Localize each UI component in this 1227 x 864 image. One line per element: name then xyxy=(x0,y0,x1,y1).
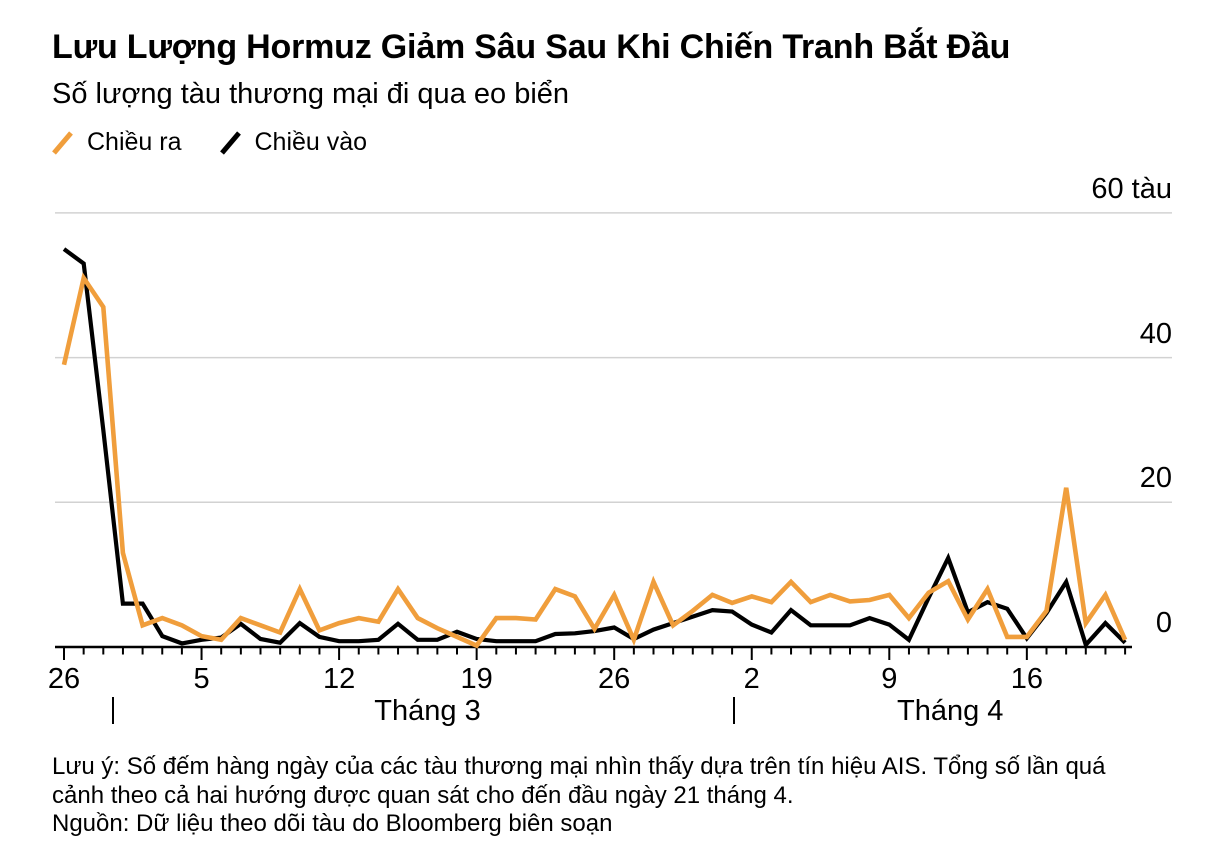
x-tick-label: 2 xyxy=(743,663,760,695)
month-separator xyxy=(733,697,736,724)
month-label: Tháng 4 xyxy=(896,695,1004,727)
page-title: Lưu Lượng Hormuz Giảm Sâu Sau Khi Chiến … xyxy=(52,28,1011,66)
month-separator xyxy=(112,697,115,724)
x-tick-label: 26 xyxy=(47,663,81,695)
y-axis-label: 60 tàu xyxy=(1091,172,1172,205)
x-tick-label: 19 xyxy=(460,663,493,695)
footnote-source: Nguồn: Dữ liệu theo dõi tàu do Bloomberg… xyxy=(52,810,613,837)
x-tick-label: 5 xyxy=(193,663,210,695)
legend-slash-icon-inbound xyxy=(219,130,241,155)
legend-slash-icon-outbound xyxy=(52,130,73,155)
legend-item-outbound: Chiều ra xyxy=(50,128,182,157)
x-tick-label: 26 xyxy=(598,663,631,695)
footnote-note: Lưu ý: Số đếm hàng ngày của các tàu thươ… xyxy=(52,753,1106,809)
legend-label-outbound: Chiều ra xyxy=(87,128,182,156)
page-subtitle: Số lượng tàu thương mại đi qua eo biển xyxy=(52,78,570,110)
x-tick-label: 16 xyxy=(1010,663,1043,695)
legend: Chiều ra Chiều vào xyxy=(50,128,367,157)
legend-label-inbound: Chiều vào xyxy=(254,128,368,156)
x-tick-label: 9 xyxy=(881,663,898,695)
series-line-outbound xyxy=(61,272,1128,649)
series-line-inbound xyxy=(62,247,1127,649)
y-axis-label: 40 xyxy=(1139,317,1172,350)
y-axis-label: 0 xyxy=(1155,607,1172,639)
legend-item-inbound: Chiều vào xyxy=(218,128,368,157)
footnote: Lưu ý: Số đếm hàng ngày của các tàu thươ… xyxy=(52,753,1146,839)
y-axis-label: 20 xyxy=(1139,462,1172,495)
x-tick-label: 12 xyxy=(322,663,356,695)
month-label: Tháng 3 xyxy=(374,695,481,727)
